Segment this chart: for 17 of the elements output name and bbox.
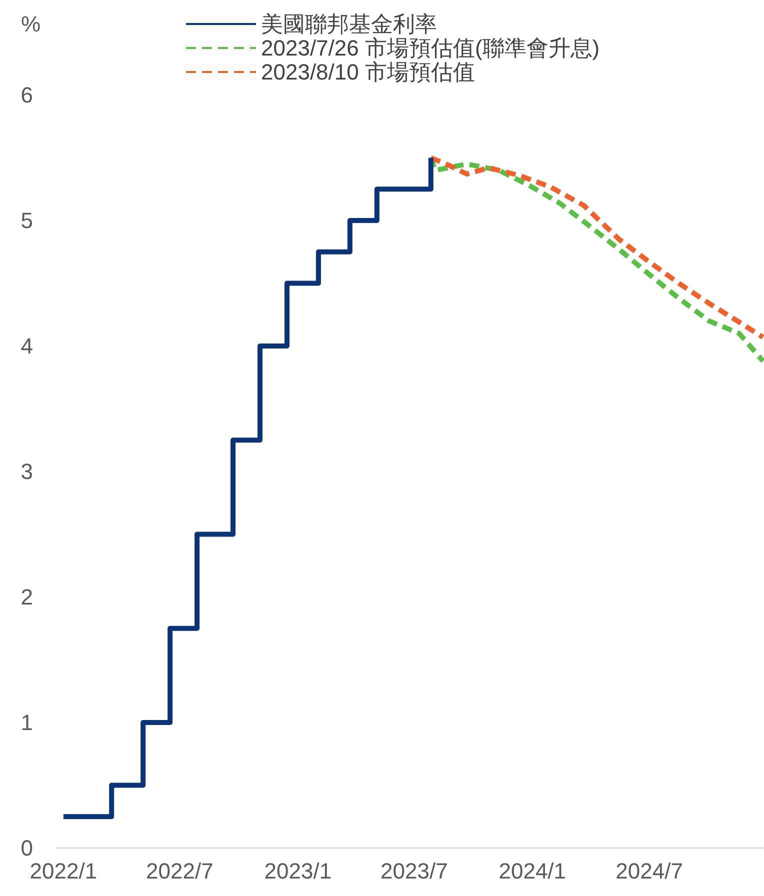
y-tick-label: 6	[20, 82, 33, 108]
x-tick-label: 2024/1	[498, 858, 566, 884]
x-tick-label: 2024/7	[616, 858, 683, 884]
y-tick-label: 5	[20, 208, 33, 233]
legend-label: 美國聯邦基金利率	[261, 12, 437, 36]
x-tick-label: 2022/7	[146, 858, 214, 884]
x-tick-label: 2023/7	[380, 858, 448, 884]
y-tick-label: 1	[20, 710, 33, 735]
y-tick-label: 3	[20, 459, 33, 484]
y-axis-title: %	[21, 12, 41, 36]
y-tick-label: 4	[20, 334, 33, 358]
legend-label: 2023/7/26 市場預估值(聯準會升息)	[261, 36, 600, 60]
x-tick-label: 2023/1	[264, 858, 332, 884]
x-tick-label: 2022/1	[30, 858, 98, 884]
y-tick-label: 0	[20, 836, 33, 860]
y-tick-label: 2	[20, 584, 33, 610]
legend-label: 2023/8/10 市場預估值	[261, 60, 475, 84]
